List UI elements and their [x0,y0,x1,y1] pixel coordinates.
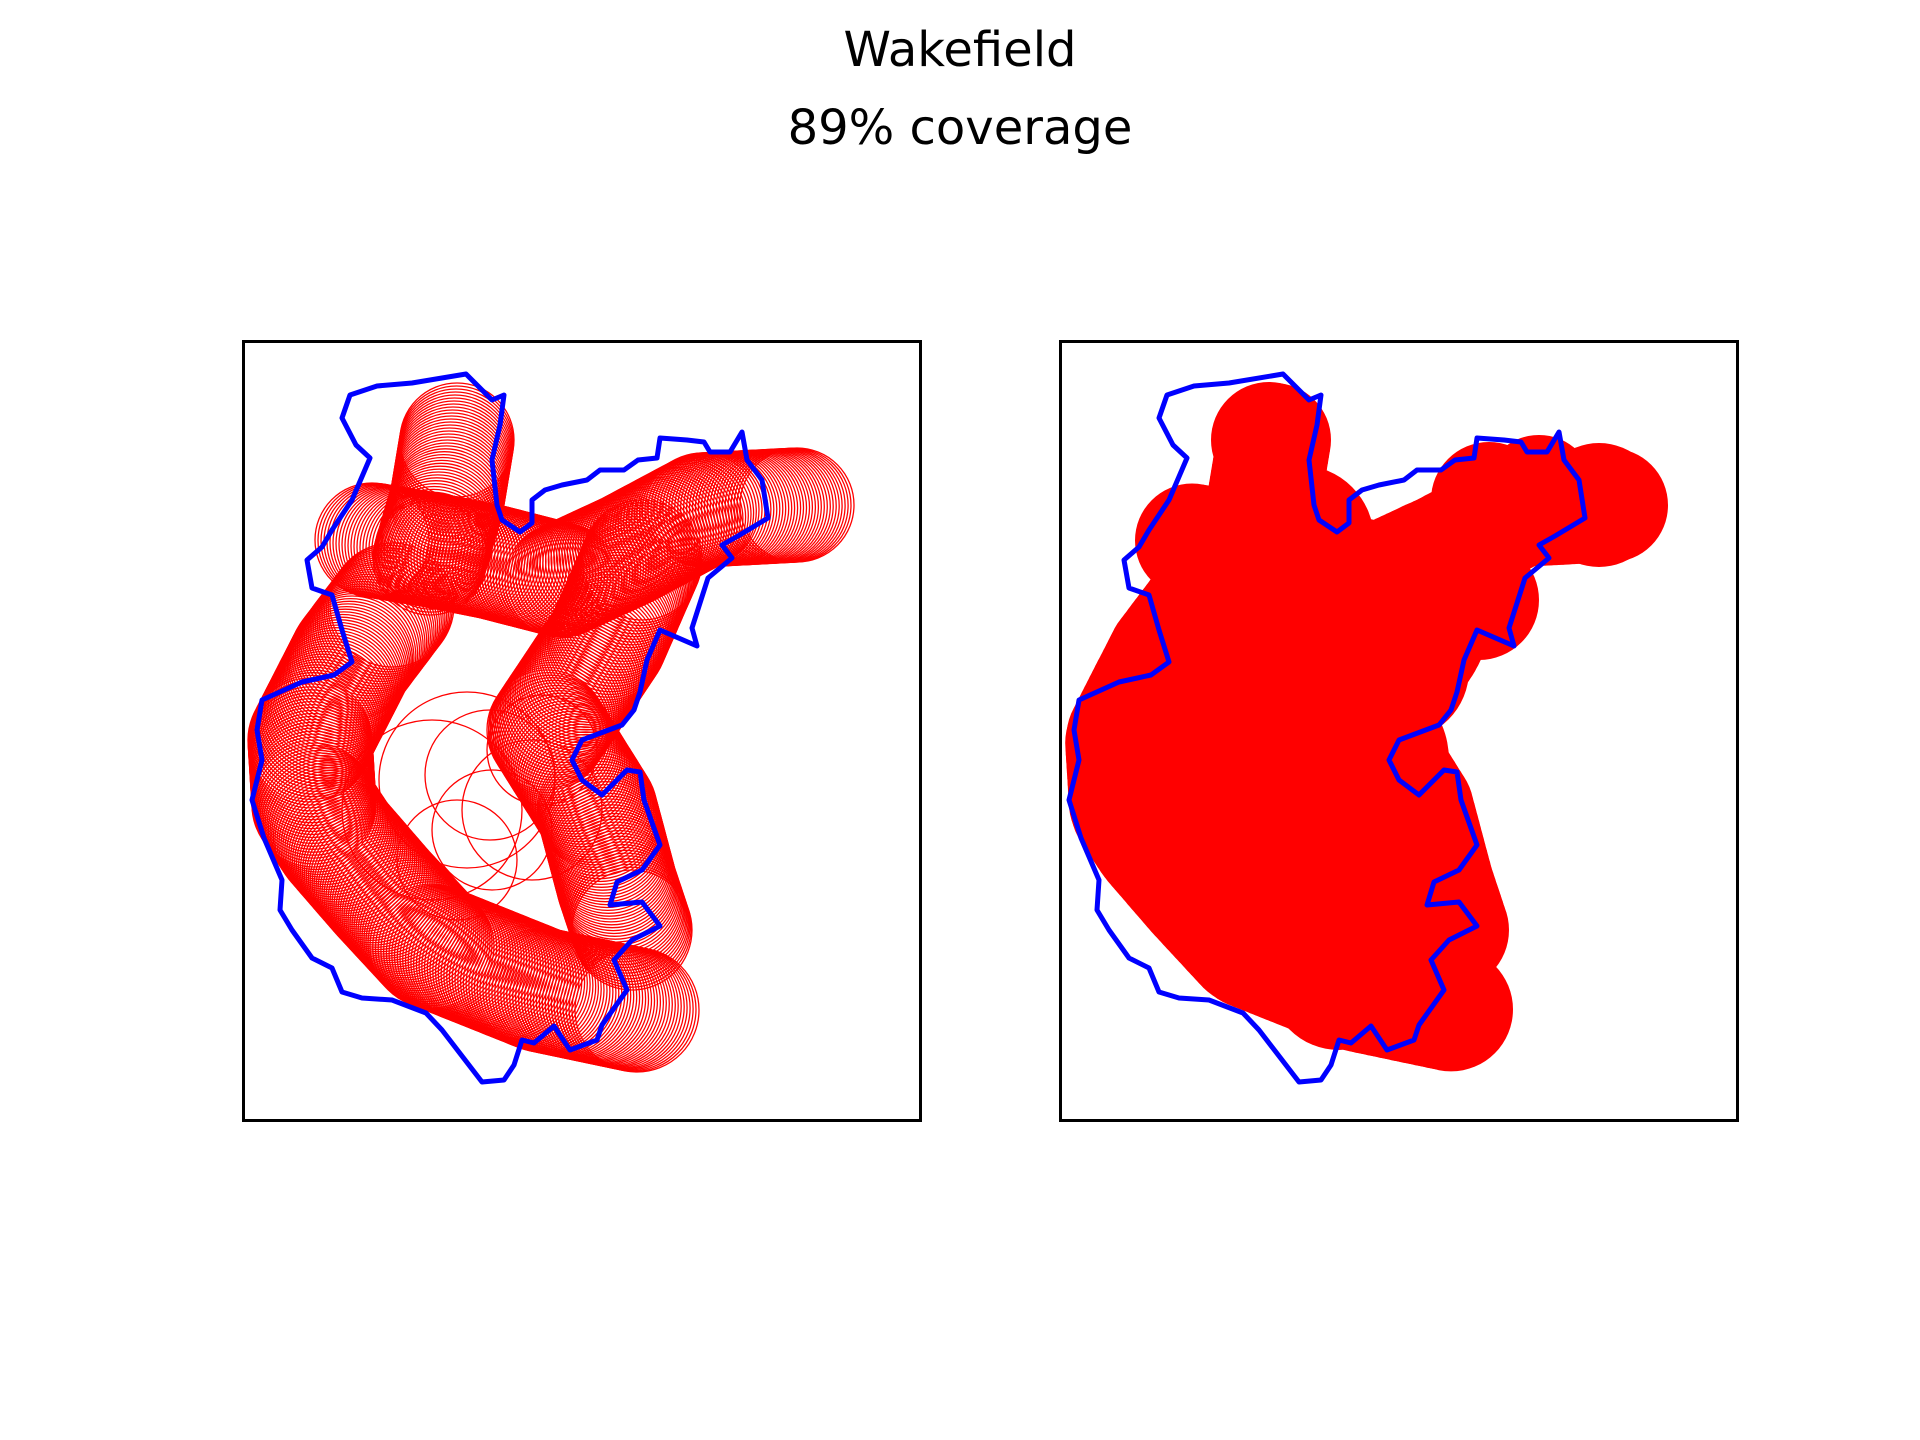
district-boundary [1066,371,1588,1085]
coverage-circle [560,835,682,957]
coverage-circle [311,820,437,946]
coverage-circle [320,554,446,680]
coverage-circle [565,852,688,974]
coverage-circle [570,866,692,988]
coverage-circle [498,651,620,774]
coverage-circle [571,869,693,991]
coverage-circle [496,654,618,776]
coverage-circle [461,739,603,881]
coverage-circle [341,719,523,901]
coverage-disc [1269,910,1409,1050]
coverage-circle [549,571,672,693]
coverage-circle [309,818,435,944]
coverage-circle [431,769,553,891]
coverage-circle [525,731,647,853]
coverage-circle [563,846,686,969]
coverage-circle [566,855,688,977]
coverage-disc [1329,820,1449,940]
coverage-circle [349,861,475,988]
coverage-disc [1537,443,1661,567]
coverage-circle [504,697,626,820]
coverage-circle [561,838,683,960]
coverage-circles [247,382,855,1073]
coverage-circle [305,573,432,699]
coverage-circle [506,639,628,761]
coverage-circle [396,799,518,921]
district-boundary [249,371,771,1085]
coverage-circle [557,554,679,676]
coverage-circle [262,648,388,774]
figure-title: Wakefield [843,22,1077,78]
coverage-circle [254,664,380,790]
coverage-circle [614,468,731,584]
coverage-circle [568,860,690,983]
coverage-circle [564,849,687,971]
coverage-circle [361,874,487,1001]
coverage-circle [513,629,635,751]
coverage-circle [345,857,471,983]
axes-frame [1059,340,1739,1122]
coverage-circle [561,841,684,963]
coverage-circle [567,858,689,980]
coverage-subtitle: 89% coverage [787,100,1133,156]
coverage-circle [378,691,556,869]
outline-circles-map-panel [242,340,922,1122]
coverage-circles [1065,382,1668,1072]
axes-frame [242,340,922,1122]
coverage-circle [562,844,685,966]
coverage-circle [486,694,598,806]
coverage-circle [569,863,691,986]
coverage-circle [329,542,455,668]
coverage-disc [1394,955,1504,1065]
filled-coverage-map-panel [1059,340,1739,1122]
coverage-disc [1419,540,1539,660]
coverage-circle [303,576,430,702]
coverage-circle [739,447,855,563]
coverage-circle [503,644,625,766]
